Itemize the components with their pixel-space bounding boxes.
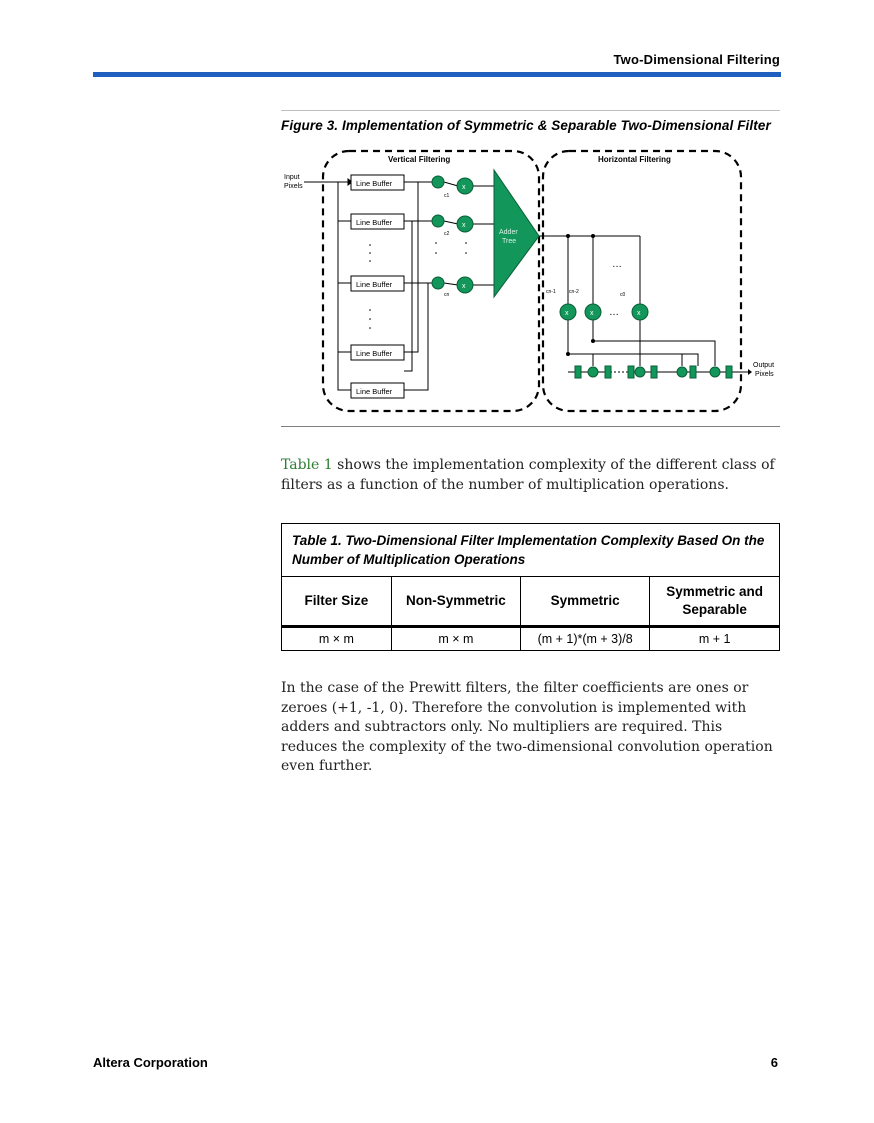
figure-top-rule [281,110,780,111]
multiplier-node [584,303,602,321]
line-buffer-label: Line Buffer [356,280,393,289]
multiplier-symbol: x [462,222,466,229]
multiplier-symbol: x [590,310,594,317]
input-label: Pixels [284,183,303,190]
footer-company: Altera Corporation [93,1055,208,1070]
output-label: Output [753,362,774,369]
multiplier-symbol: x [462,283,466,290]
header-rule [93,72,781,77]
figure-bottom-rule [281,426,780,427]
table-cell: (m + 1)*(m + 3)/8 [520,626,651,650]
multiplier-symbol: x [565,310,569,317]
complexity-table: Table 1. Two-Dimensional Filter Implemen… [281,523,780,651]
delay-register [725,365,733,379]
multiplier-node [456,215,474,233]
coefficient-label: c0 [620,292,626,298]
line-buffer-label: Line Buffer [356,349,393,358]
multiplier-node [456,276,474,294]
multiplier-node [559,303,577,321]
input-label: Input [284,174,300,181]
table-cell: m + 1 [698,632,731,646]
column-header-filter-size: Filter Size [282,577,392,628]
ellipsis-symbol: … [609,307,619,318]
pre-adder-node [431,276,445,290]
output-label: Pixels [755,371,774,378]
adder-node [634,366,646,378]
filter-diagram: Vertical Filtering Horizontal Filtering … [284,149,774,413]
horizontal-filtering-region [541,149,743,413]
paragraph-prewitt: In the case of the Prewitt filters, the … [281,680,773,774]
delay-register [574,365,582,379]
adder-tree [493,168,540,299]
pre-adder-node [431,175,445,189]
adder-label: Tree [502,238,516,245]
line-buffer-label: Line Buffer [356,387,393,396]
multiplier-node [631,303,649,321]
pre-adder-node [431,214,445,228]
horizontal-filtering-label: Horizontal Filtering [598,155,671,164]
multiplier-symbol: x [637,310,641,317]
adder-node [587,366,599,378]
delay-register [689,365,697,379]
coefficient-label: cn-1 [546,289,556,295]
vertical-filtering-label: Vertical Filtering [388,155,450,164]
adder-node [676,366,688,378]
coefficient-label: c2 [444,231,450,237]
delay-register [604,365,612,379]
column-header-non-symmetric: Non-Symmetric [391,577,522,628]
delay-register [650,365,658,379]
vertical-filtering-region [321,149,541,413]
adder-node [709,366,721,378]
page-number: 6 [770,1055,778,1070]
coefficient-label: cn [444,292,450,298]
line-buffer-label: Line Buffer [356,179,393,188]
running-head: Two-Dimensional Filtering [613,52,780,67]
coefficient-label: c1 [444,193,450,199]
table-row: m × m m × m (m + 1)*(m + 3)/8 m + 1 [282,626,779,650]
coefficient-label: cn-2 [569,289,579,295]
delay-register [627,365,635,379]
multiplier-symbol: x [462,184,466,191]
ellipsis-symbol: … [612,259,622,270]
table-cell: m × m [391,626,522,650]
column-header-symmetric: Symmetric [520,577,651,628]
multiplier-node [456,177,474,195]
table-1-link[interactable]: Table 1 [281,457,333,473]
table-caption: Table 1. Two-Dimensional Filter Implemen… [282,524,779,577]
line-buffer-label: Line Buffer [356,218,393,227]
paragraph-text: shows the implementation complexity of t… [281,457,775,493]
adder-label: Adder [499,229,518,236]
table-cell: m × m [282,626,392,650]
paragraph-table-reference: Table 1 shows the implementation complex… [281,456,781,495]
figure-caption: Figure 3. Implementation of Symmetric & … [281,118,771,133]
column-header-symmetric-separable: Symmetric and Separable [649,577,779,628]
